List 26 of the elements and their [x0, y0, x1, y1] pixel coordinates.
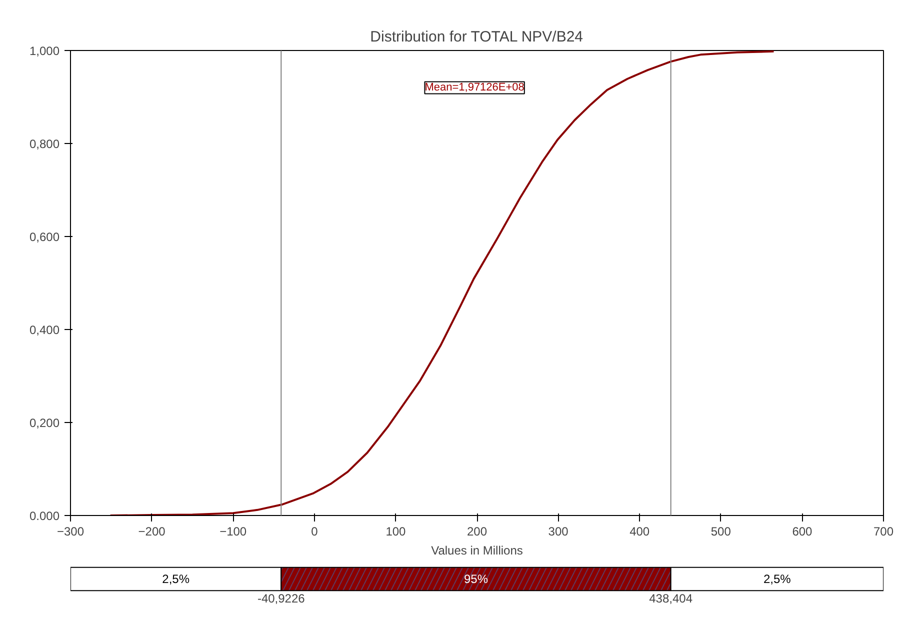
x-tick-label: −200	[138, 524, 166, 538]
y-tick-label: 0,200	[29, 416, 60, 430]
x-tick-label: 0	[311, 524, 318, 538]
text: 2,5%	[763, 572, 792, 586]
y-tick-label: 0,600	[29, 230, 60, 244]
x-tick-label: 500	[710, 524, 732, 538]
y-tick-label: 0.000	[29, 509, 60, 523]
text: 438,404	[649, 592, 693, 606]
x-tick-label: 100	[386, 524, 406, 538]
x-axis-title: Values in Millions	[431, 544, 523, 558]
chart-title: Distribution for TOTAL NPV/B24	[370, 28, 584, 46]
text: 95%	[464, 572, 488, 586]
y-tick-label: 0,400	[29, 323, 60, 337]
x-tick-label: −300	[56, 524, 84, 538]
x-tick-label: −100	[220, 524, 247, 538]
x-tick-label: 600	[792, 524, 813, 538]
annotation: Mean=1,97126E+08	[424, 82, 524, 94]
x-tick-label: 300	[548, 524, 569, 538]
line-series	[109, 50, 775, 516]
text: -40,9226	[257, 592, 306, 606]
x-tick-label: 700	[873, 524, 894, 538]
y-tick-label: 1,000	[29, 44, 60, 58]
text: 2,5%	[162, 572, 190, 586]
x-tick-label: 200	[466, 524, 488, 538]
y-tick-label: 0,800	[29, 137, 60, 151]
x-tick-label: 400	[630, 524, 650, 538]
